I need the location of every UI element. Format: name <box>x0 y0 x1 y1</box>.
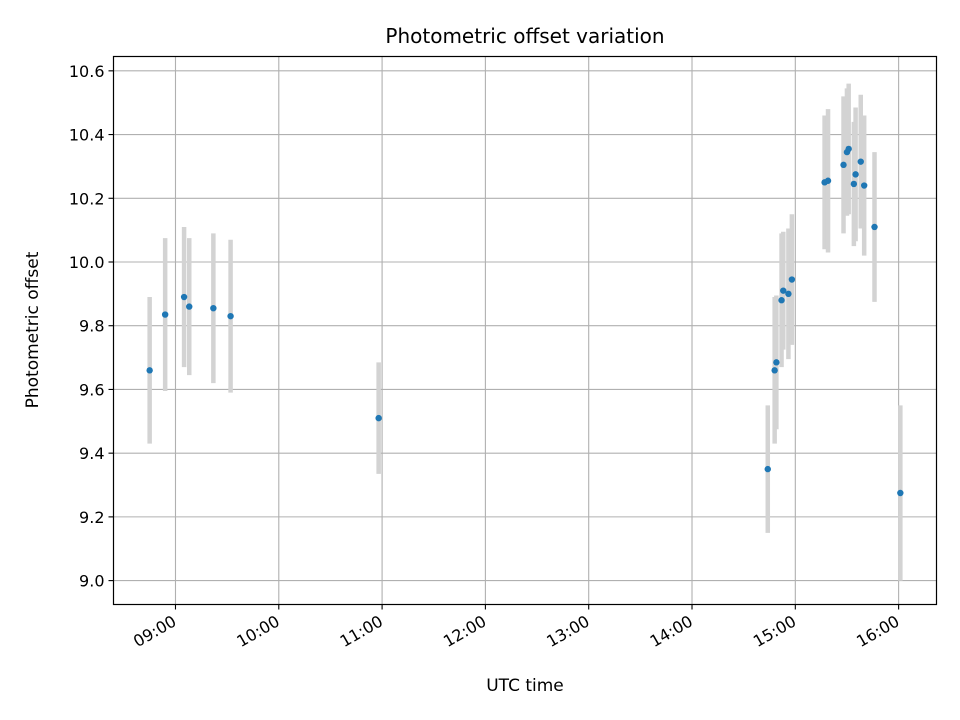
data-points <box>146 145 904 497</box>
plot-frame <box>112 55 938 606</box>
data-point <box>771 367 778 374</box>
y-tick-label: 9.0 <box>79 572 104 591</box>
y-tick-label: 10.0 <box>69 253 105 272</box>
y-axis-label: Photometric offset <box>23 251 43 408</box>
data-point <box>871 223 878 231</box>
data-point <box>850 180 858 188</box>
chart-title: Photometric offset variation <box>385 24 664 48</box>
data-point <box>778 297 785 304</box>
y-tick-label: 9.6 <box>79 380 104 399</box>
data-point <box>840 161 847 169</box>
y-tick-label: 10.6 <box>69 62 105 81</box>
data-point <box>773 359 780 366</box>
data-point <box>780 287 787 294</box>
y-tick-label: 10.4 <box>69 126 105 145</box>
data-point <box>852 171 859 178</box>
y-tick-label: 9.8 <box>79 317 104 336</box>
y-tick-label: 10.2 <box>69 189 105 208</box>
data-point <box>824 177 832 184</box>
y-tick-label: 9.4 <box>79 444 104 463</box>
grid <box>113 56 937 605</box>
data-point <box>897 489 904 497</box>
y-tick-label: 9.2 <box>79 508 104 527</box>
data-point <box>186 303 193 310</box>
x-axis-label: UTC time <box>486 676 564 696</box>
data-point <box>210 304 217 312</box>
data-point <box>161 311 169 318</box>
data-point <box>788 276 796 283</box>
data-point <box>857 158 864 165</box>
data-point <box>785 290 792 298</box>
data-point <box>845 145 852 153</box>
data-point <box>180 293 188 301</box>
data-point <box>227 312 234 320</box>
data-point <box>860 182 868 189</box>
data-point <box>764 465 771 473</box>
data-point <box>375 414 382 422</box>
data-point <box>146 367 153 374</box>
